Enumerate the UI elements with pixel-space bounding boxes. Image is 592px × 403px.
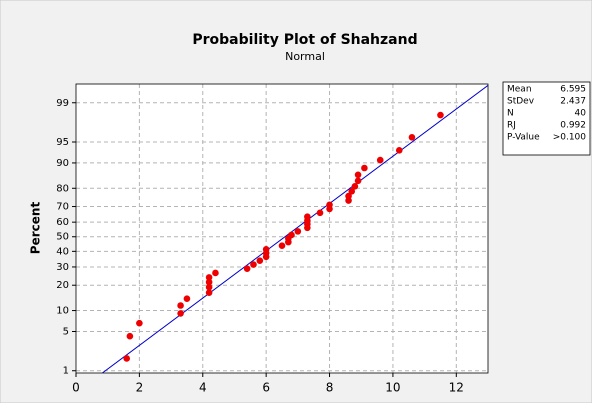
stat-label: RJ [507, 121, 516, 131]
plot-frame [75, 83, 489, 374]
stat-label: StDev [507, 97, 535, 107]
data-point [361, 164, 368, 172]
y-tick-label: 99 [56, 98, 69, 109]
plot-area [76, 84, 488, 373]
y-tick-label: 60 [56, 217, 69, 228]
data-point [395, 147, 403, 154]
data-point [177, 310, 184, 317]
data-point [408, 133, 416, 141]
stat-value: 40 [575, 109, 587, 119]
fit-line [102, 84, 488, 373]
x-tick-label: 12 [449, 381, 464, 395]
y-tick-label: 90 [56, 158, 69, 169]
y-tick-label: 20 [56, 280, 69, 291]
stats-box [502, 81, 591, 156]
data-point [304, 213, 311, 221]
data-point [205, 289, 213, 296]
data-point [316, 209, 324, 217]
x-tick-label: 0 [72, 381, 80, 395]
x-tick-label: 4 [199, 381, 207, 395]
y-tick-label: 30 [56, 262, 69, 273]
x-tick-label: 6 [262, 381, 270, 395]
data-point [177, 302, 184, 309]
data-point [348, 188, 356, 195]
data-point [205, 283, 213, 291]
data-point [351, 183, 359, 190]
data-point [205, 278, 213, 286]
y-tick-label: 80 [56, 183, 69, 194]
chart-subtitle: Normal [285, 50, 325, 63]
data-point [205, 274, 213, 281]
data-point [345, 192, 352, 200]
data-point [262, 246, 270, 253]
data-point [354, 177, 362, 185]
data-point [250, 261, 257, 268]
x-tick-label: 2 [136, 381, 144, 395]
data-point [376, 156, 384, 164]
data-point [278, 242, 286, 250]
stat-label: P-Value [507, 133, 540, 143]
data-point [256, 257, 264, 264]
y-tick-label: 5 [63, 326, 69, 337]
stat-value: 2.437 [560, 97, 586, 107]
data-point [437, 111, 444, 119]
y-tick-label: 70 [56, 202, 69, 213]
data-point [123, 355, 131, 362]
y-axis-label: Percent [29, 202, 43, 255]
data-point [183, 295, 191, 302]
data-point [243, 265, 251, 272]
chart-title: Probability Plot of Shahzand [192, 32, 417, 48]
y-tick-label: 95 [56, 137, 69, 148]
data-point [288, 231, 295, 239]
data-point [136, 319, 143, 327]
stat-value: 0.992 [560, 121, 586, 131]
y-tick-label: 40 [56, 246, 69, 257]
stat-label: N [507, 109, 514, 119]
data-point [354, 171, 362, 179]
stat-label: Mean [507, 85, 532, 95]
data-point [126, 332, 134, 340]
stat-value: 6.595 [560, 85, 586, 95]
data-point [326, 201, 333, 209]
y-tick-label: 1 [63, 366, 69, 377]
x-tick-label: 8 [326, 381, 334, 395]
data-point [212, 269, 219, 277]
y-tick-label: 10 [56, 306, 69, 317]
y-tick-label: 50 [56, 232, 69, 243]
stat-value: >0.100 [553, 133, 587, 143]
data-point [294, 228, 302, 235]
x-tick-label: 10 [385, 381, 400, 395]
